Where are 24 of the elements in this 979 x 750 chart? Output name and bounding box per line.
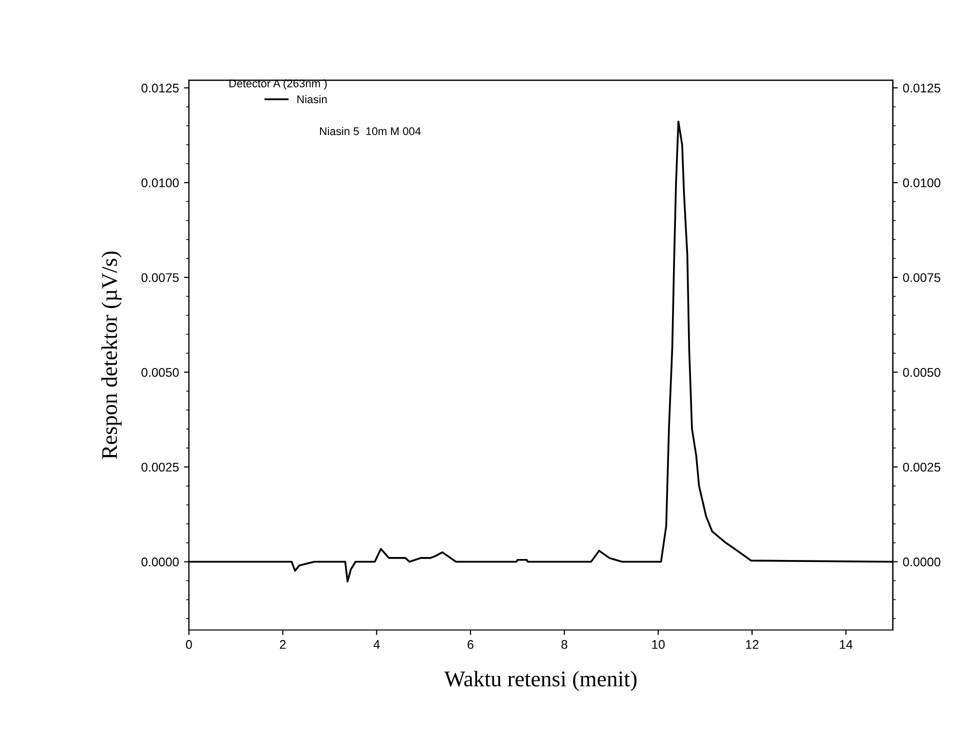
x-tick-label: 4 <box>373 640 380 649</box>
legend-label: Niasin <box>297 95 327 104</box>
x-tick-label: 10 <box>652 640 665 649</box>
y-tick-label: 0.0050 <box>141 368 179 377</box>
y-axis-title: Respon detektor (µV/s) <box>101 252 122 460</box>
y2-tick-label: 0.0050 <box>903 368 940 377</box>
annotation: Niasin 5 10m M 004 <box>320 126 421 136</box>
x-axis-title: Waktu retensi (menit) <box>444 670 637 691</box>
x-tick-label: 12 <box>746 640 758 649</box>
y-tick-label: 0.0000 <box>141 558 179 566</box>
x-tick-label: 8 <box>561 640 568 649</box>
x-tick-label: 0 <box>186 640 192 649</box>
y2-tick-label: 0.0025 <box>903 462 940 472</box>
y2-tick-label: 0.0100 <box>903 178 940 188</box>
x-tick-label: 6 <box>468 640 474 649</box>
y2-tick-label: 0.0075 <box>903 273 940 282</box>
x-tick-label: 14 <box>840 640 853 649</box>
y2-tick-label: 0.0125 <box>903 84 940 92</box>
y-tick-label: 0.0025 <box>141 462 179 472</box>
y-tick-label: 0.0100 <box>141 178 179 188</box>
y-tick-label: 0.0125 <box>141 84 179 92</box>
y-tick-label: 0.0075 <box>141 273 179 282</box>
y2-tick-label: 0.0000 <box>903 558 940 566</box>
x-tick-label: 2 <box>280 640 286 649</box>
